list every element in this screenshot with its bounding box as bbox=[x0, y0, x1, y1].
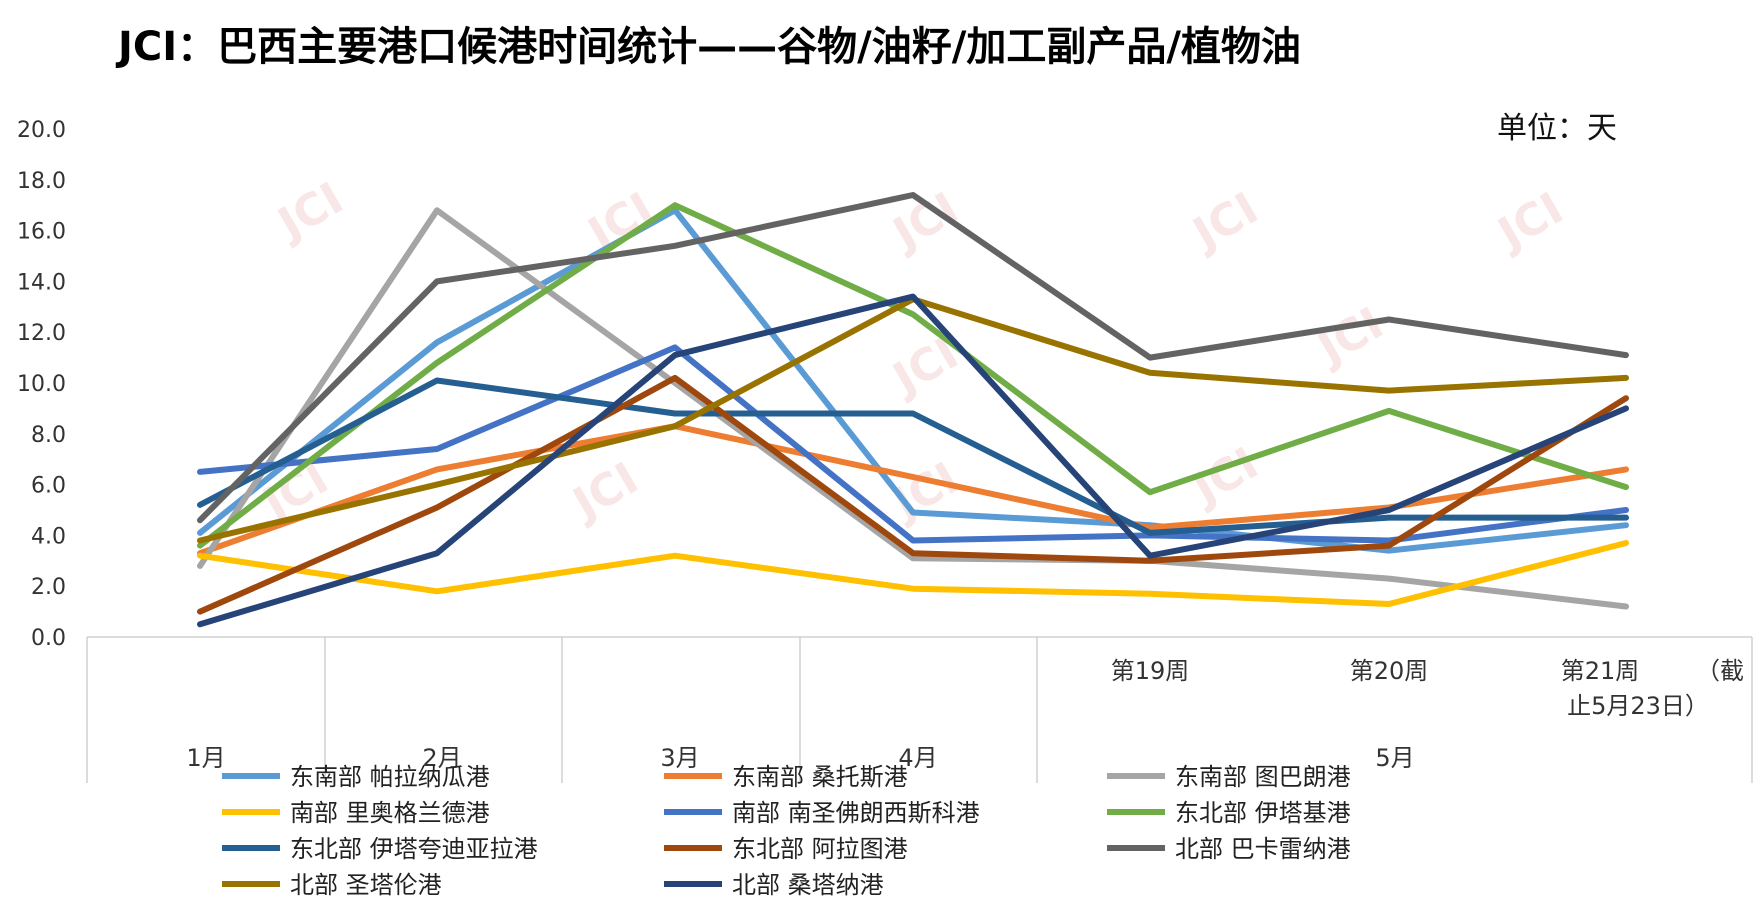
x-group-label: 3月 bbox=[660, 744, 699, 772]
watermark-0: JCI bbox=[267, 173, 351, 251]
legend-label: 北部 圣塔伦港 bbox=[290, 871, 442, 899]
series-line-2 bbox=[197, 207, 1629, 610]
watermark-3: JCI bbox=[1182, 183, 1266, 261]
series-line-6 bbox=[197, 377, 1629, 536]
x-group-label: 5月 bbox=[1375, 744, 1414, 772]
unit-label: 单位：天 bbox=[1497, 111, 1617, 146]
y-tick-label: 12.0 bbox=[17, 321, 66, 346]
y-tick-label: 20.0 bbox=[17, 118, 66, 143]
chart-title: JCI：巴西主要港口候港时间统计——谷物/油籽/加工副产品/植物油 bbox=[115, 24, 1301, 70]
series-line-8 bbox=[197, 192, 1629, 524]
legend-label: 北部 桑塔纳港 bbox=[732, 871, 884, 899]
y-tick-label: 4.0 bbox=[31, 524, 66, 549]
legend-label: 东北部 阿拉图港 bbox=[732, 835, 908, 863]
legend-label: 东南部 桑托斯港 bbox=[732, 763, 908, 791]
x-group-label: 4月 bbox=[898, 744, 937, 772]
y-tick-label: 6.0 bbox=[31, 474, 66, 499]
y-tick-label: 14.0 bbox=[17, 270, 66, 295]
legend-label: 南部 南圣佛朗西斯科港 bbox=[732, 799, 980, 827]
y-axis: 20.0 18.0 16.0 14.0 12.0 10.0 8.0 6.0 4.0 2.0 0.0 bbox=[17, 118, 66, 651]
y-tick-label: 18.0 bbox=[17, 169, 66, 194]
watermark-8: JCI bbox=[562, 453, 646, 531]
series-line-10 bbox=[197, 293, 1629, 628]
series-line-0 bbox=[197, 207, 1629, 554]
x-tick-label: 第19周 bbox=[1111, 657, 1190, 685]
y-tick-label: 2.0 bbox=[31, 575, 66, 600]
legend-label: 东南部 图巴朗港 bbox=[1175, 763, 1351, 791]
plot-lines bbox=[197, 192, 1629, 628]
legend-label: 南部 里奥格兰德港 bbox=[290, 799, 490, 827]
legend-label: 东北部 伊塔夸迪亚拉港 bbox=[290, 835, 538, 863]
watermark-6: JCI bbox=[1307, 298, 1391, 376]
y-tick-label: 10.0 bbox=[17, 372, 66, 397]
watermark-4: JCI bbox=[1487, 183, 1571, 261]
series-line-7 bbox=[197, 374, 1629, 615]
x-tick-label: 第21周 bbox=[1561, 657, 1640, 685]
y-tick-label: 16.0 bbox=[17, 220, 66, 245]
x-group-label: 2月 bbox=[422, 744, 461, 772]
legend-label: 东南部 帕拉纳瓜港 bbox=[290, 763, 490, 791]
y-tick-label: 0.0 bbox=[31, 626, 66, 651]
x-tick-label: 第20周 bbox=[1350, 657, 1429, 685]
x-tick-label-cutoff-line1: （截 bbox=[1696, 657, 1744, 685]
x-group-label: 1月 bbox=[186, 744, 225, 772]
legend-label: 北部 巴卡雷纳港 bbox=[1175, 835, 1351, 863]
series-line-3 bbox=[197, 540, 1629, 607]
x-tick-label-cutoff-line2: 止5月23日） bbox=[1567, 692, 1709, 720]
series-line-4 bbox=[197, 344, 1629, 544]
legend-label: 东北部 伊塔基港 bbox=[1175, 799, 1351, 827]
series-line-5 bbox=[197, 202, 1629, 549]
y-tick-label: 8.0 bbox=[31, 423, 66, 448]
